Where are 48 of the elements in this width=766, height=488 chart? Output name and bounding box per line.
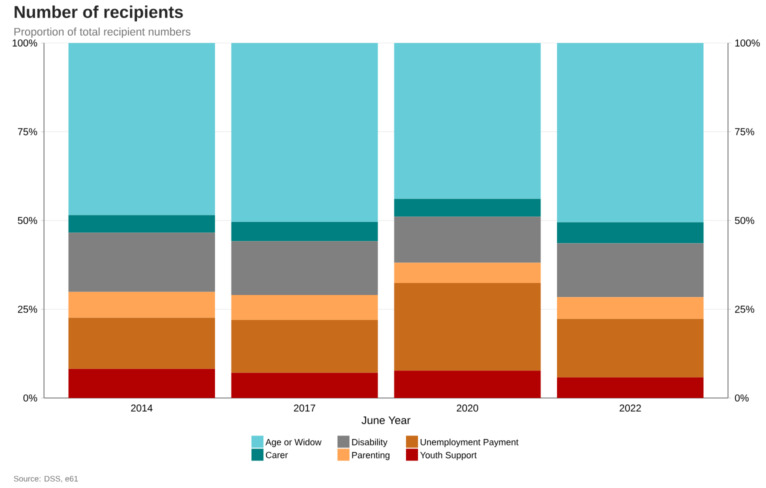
bar xyxy=(557,43,704,222)
x-tick-label: 2014 xyxy=(131,404,153,412)
bar xyxy=(231,241,378,296)
y2-tick-label: 0% xyxy=(734,394,749,402)
source-note: Source: DSS, e61 xyxy=(14,476,78,482)
legend-label: Youth Support xyxy=(420,452,477,460)
bar xyxy=(231,320,378,373)
bar xyxy=(68,318,216,369)
y2-tick-label: 75% xyxy=(735,128,754,136)
y2-tick-label: 25% xyxy=(735,306,754,313)
bar xyxy=(394,370,541,398)
x-tick-label: 2017 xyxy=(294,404,316,412)
bar xyxy=(394,198,541,217)
bar xyxy=(68,43,216,216)
bar xyxy=(231,372,378,398)
y-tick-label: 0% xyxy=(23,394,38,402)
bar xyxy=(68,215,216,233)
bar xyxy=(557,377,704,398)
x-tick-label: 2022 xyxy=(620,404,641,412)
bar xyxy=(394,282,541,371)
bar xyxy=(557,243,704,298)
bar xyxy=(394,262,541,283)
chart-title: Number of recipients xyxy=(14,6,183,22)
x-axis-title: June Year xyxy=(362,416,410,424)
bar xyxy=(394,43,541,199)
bar xyxy=(231,222,378,242)
legend-label: Disability xyxy=(352,438,388,448)
y-tick-label: 100% xyxy=(12,39,38,47)
y2-tick-label: 100% xyxy=(735,39,760,47)
y2-tick-label: 50% xyxy=(734,216,754,224)
legend-label: Age or Widow xyxy=(265,438,322,448)
bar xyxy=(557,297,704,319)
bar xyxy=(68,232,216,292)
y-tick-label: 50% xyxy=(18,216,38,224)
bar xyxy=(231,295,378,320)
chart-subtitle: Proportion of total recipient numbers xyxy=(14,28,190,38)
legend-label: Parenting xyxy=(352,452,390,460)
bar xyxy=(557,222,704,244)
bar xyxy=(68,292,216,318)
y-tick-label: 25% xyxy=(18,306,38,313)
y-tick-label: 75% xyxy=(18,128,38,136)
legend-label: Carer xyxy=(266,452,288,458)
x-tick-label: 2020 xyxy=(456,404,478,412)
legend-label: Unemployment Payment xyxy=(420,438,518,448)
bar xyxy=(394,216,541,263)
bar xyxy=(557,318,704,378)
bar xyxy=(68,368,216,398)
bar xyxy=(231,43,378,222)
